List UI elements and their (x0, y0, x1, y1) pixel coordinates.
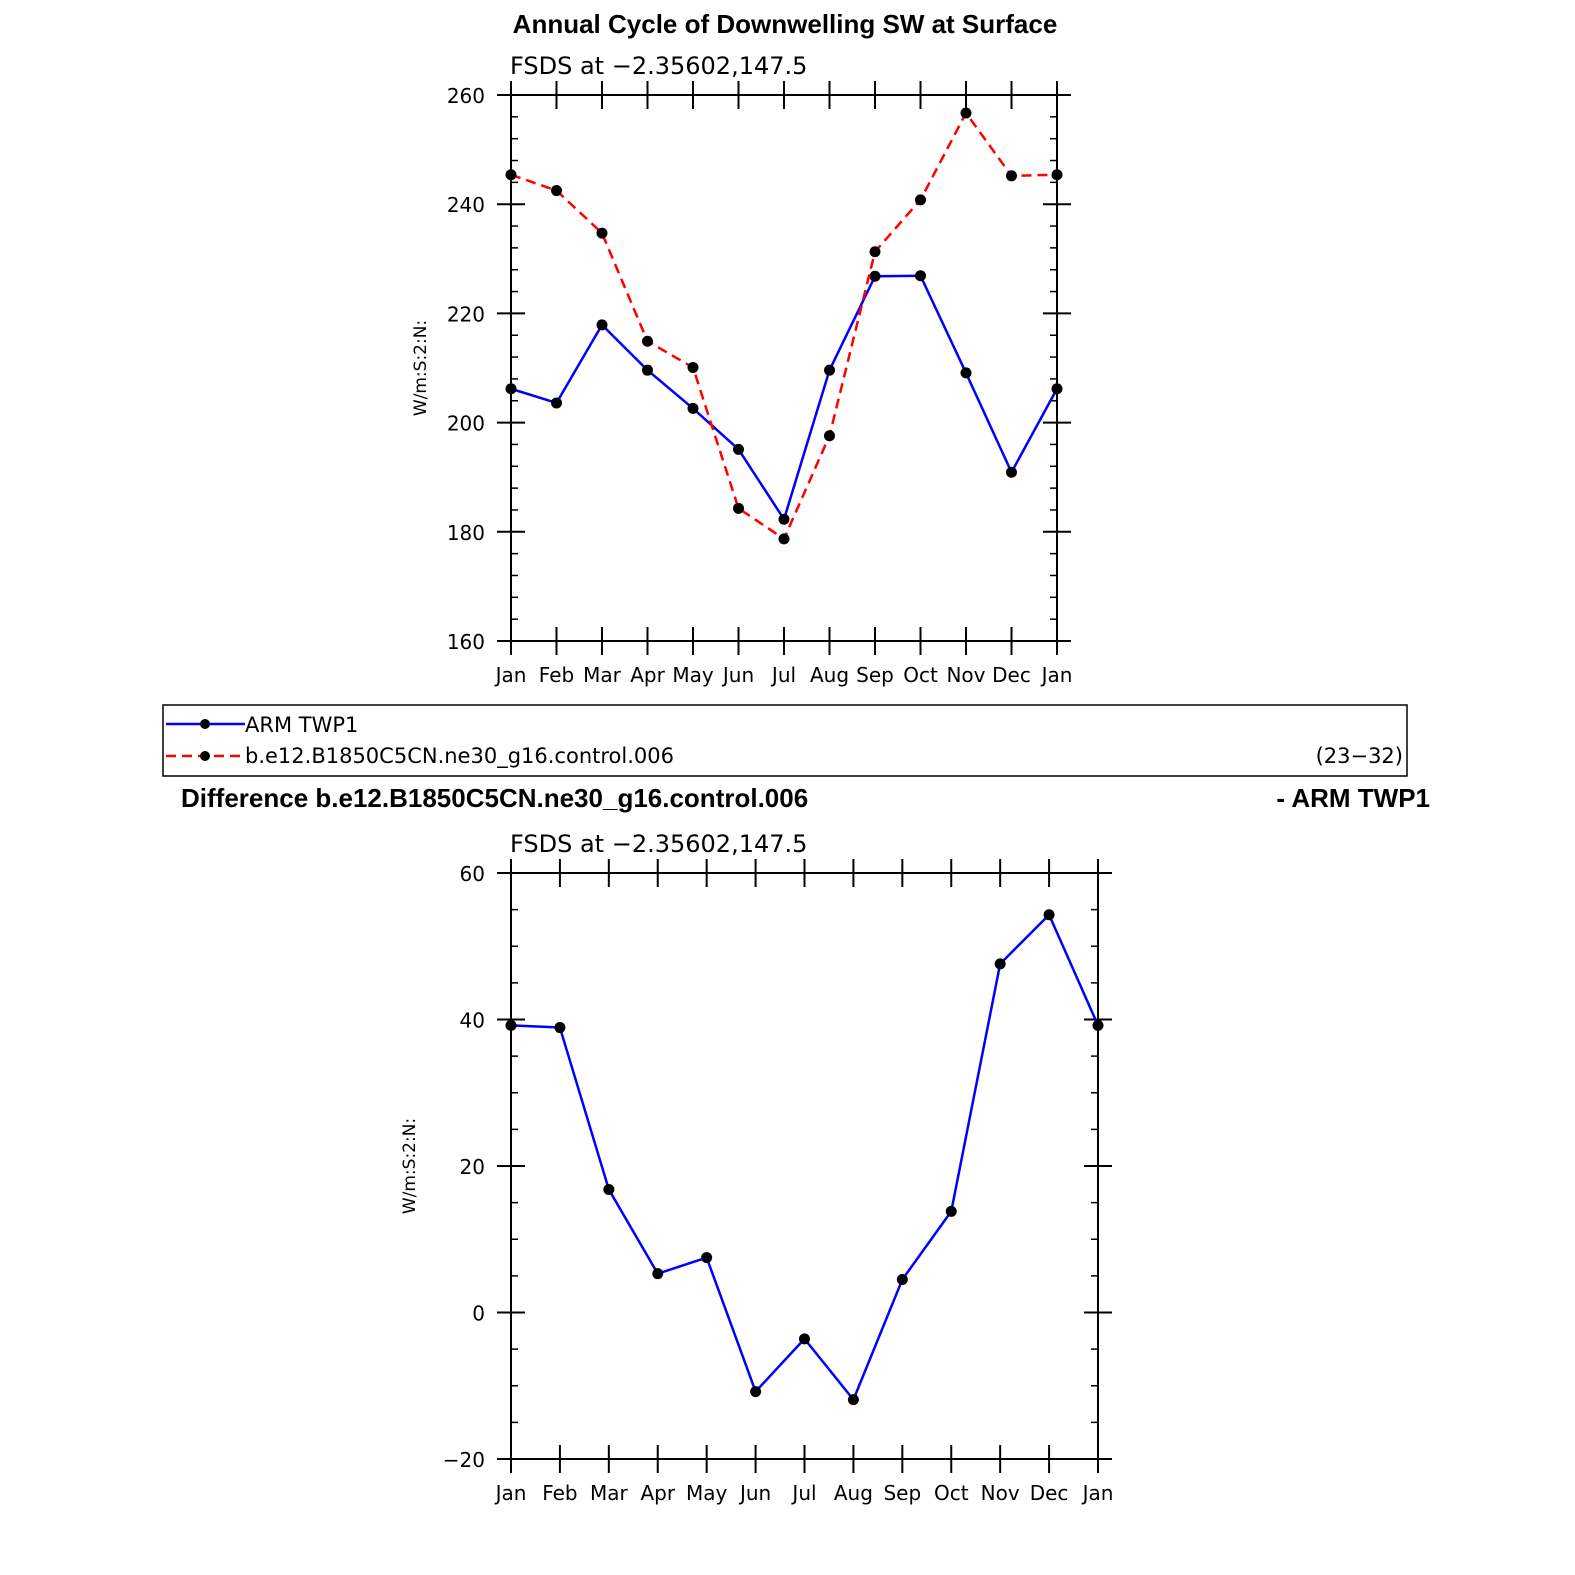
x-tick-label: Sep (883, 1481, 921, 1505)
series-line-0 (510, 913, 1100, 1401)
plot-frame (510, 94, 1058, 642)
data-point (596, 319, 608, 331)
data-point (687, 402, 699, 414)
data-point (1043, 909, 1055, 921)
x-tick-label: Jan (494, 1481, 527, 1505)
series-line-1 (510, 111, 1058, 541)
data-point (824, 430, 835, 442)
y-tick-label: 200 (447, 412, 485, 436)
legend-label-arm: ARM TWP1 (245, 713, 358, 737)
data-point (505, 383, 517, 395)
y-axis-label: W/m:S:2:N: (400, 1118, 420, 1214)
legend-years: (23−32) (1316, 744, 1403, 768)
legend-label-model: b.e12.B1850C5CN.ne30_g16.control.006 (245, 744, 674, 769)
data-point (869, 270, 881, 282)
data-point (652, 1268, 664, 1280)
data-point (1006, 170, 1017, 182)
x-tick-label: Nov (981, 1481, 1020, 1505)
data-point (960, 367, 972, 379)
data-point (733, 443, 744, 455)
legend-marker-model (200, 751, 210, 761)
x-tick-label: Jul (790, 1481, 816, 1505)
x-tick-label: Dec (1030, 1481, 1069, 1505)
data-point (687, 361, 699, 373)
x-tick-label: May (672, 663, 714, 687)
data-point (733, 502, 744, 514)
data-point (505, 169, 517, 181)
y-tick-label: 160 (447, 630, 485, 654)
legend: ARM TWP1 b.e12.B1850C5CN.ne30_g16.contro… (162, 704, 1408, 777)
y-tick-label: 180 (447, 521, 485, 545)
x-tick-label: Sep (856, 663, 894, 687)
x-tick-label: Jul (770, 663, 796, 687)
x-tick-label: Jan (494, 663, 527, 687)
diff-title-right: - ARM TWP1 (1276, 783, 1430, 813)
data-point (505, 1019, 517, 1031)
data-point (994, 958, 1006, 970)
chart-subtitle: FSDS at −2.35602,147.5 (510, 52, 807, 80)
x-tick-label: Jan (1040, 663, 1073, 687)
data-point (960, 107, 972, 119)
data-point (778, 513, 790, 525)
y-axis-label: W/m:S:2:N: (411, 320, 431, 416)
data-point (915, 270, 926, 282)
data-point (847, 1394, 859, 1406)
diff-title-left: Difference b.e12.B1850C5CN.ne30_g16.cont… (181, 783, 808, 813)
data-point (551, 397, 562, 409)
data-point (945, 1205, 957, 1217)
legend-box (162, 704, 1408, 777)
data-point (1051, 169, 1063, 181)
x-tick-label: Apr (640, 1481, 675, 1505)
data-point (799, 1333, 810, 1345)
x-tick-label: May (686, 1481, 728, 1505)
y-tick-label: 40 (460, 1009, 485, 1033)
diff-chart-subtitle: FSDS at −2.35602,147.5 (510, 830, 807, 858)
data-point (1051, 383, 1063, 395)
data-point (642, 364, 653, 376)
x-tick-label: Jan (1081, 1481, 1114, 1505)
x-tick-label: Oct (903, 663, 938, 687)
x-tick-label: Nov (946, 663, 985, 687)
x-tick-label: Dec (992, 663, 1031, 687)
y-tick-label: 260 (447, 84, 485, 108)
data-point (551, 185, 562, 197)
legend-marker-arm (200, 719, 210, 729)
y-tick-label: 220 (447, 302, 485, 326)
x-tick-label: Jun (721, 663, 754, 687)
x-tick-label: Feb (542, 1481, 577, 1505)
data-point (824, 364, 835, 376)
data-point (778, 533, 790, 545)
chart-title: Annual Cycle of Downwelling SW at Surfac… (513, 9, 1058, 39)
x-tick-label: Aug (810, 663, 849, 687)
data-point (750, 1386, 762, 1398)
x-tick-label: Feb (539, 663, 574, 687)
data-point (1006, 466, 1017, 478)
y-tick-label: 240 (447, 193, 485, 217)
data-point (1092, 1019, 1104, 1031)
x-tick-label: Mar (590, 1481, 629, 1505)
x-tick-label: Mar (583, 663, 622, 687)
data-point (915, 194, 926, 206)
y-tick-label: 20 (460, 1155, 485, 1179)
series-line-0 (510, 274, 1059, 521)
y-tick-label: −20 (443, 1448, 485, 1472)
y-tick-label: 0 (472, 1302, 485, 1326)
data-point (603, 1183, 615, 1195)
y-tick-label: 60 (460, 862, 485, 886)
plot-frame (510, 872, 1099, 1460)
data-point (896, 1274, 908, 1286)
x-tick-label: Jun (738, 1481, 771, 1505)
x-tick-label: Oct (934, 1481, 969, 1505)
data-point (596, 227, 608, 239)
difference-chart: Jan Feb Mar Apr May Jun Jul Aug Sep Oct Nov Dec Jan−… (400, 859, 1113, 1505)
data-point (642, 335, 653, 347)
data-point (701, 1252, 713, 1264)
data-point (869, 246, 881, 258)
data-point (554, 1022, 566, 1034)
annual-cycle-chart: Jan Feb Mar Apr May Jun Jul Aug Sep Oct Nov Dec Jan 1… (411, 81, 1072, 687)
x-tick-label: Apr (630, 663, 665, 687)
x-tick-label: Aug (834, 1481, 873, 1505)
